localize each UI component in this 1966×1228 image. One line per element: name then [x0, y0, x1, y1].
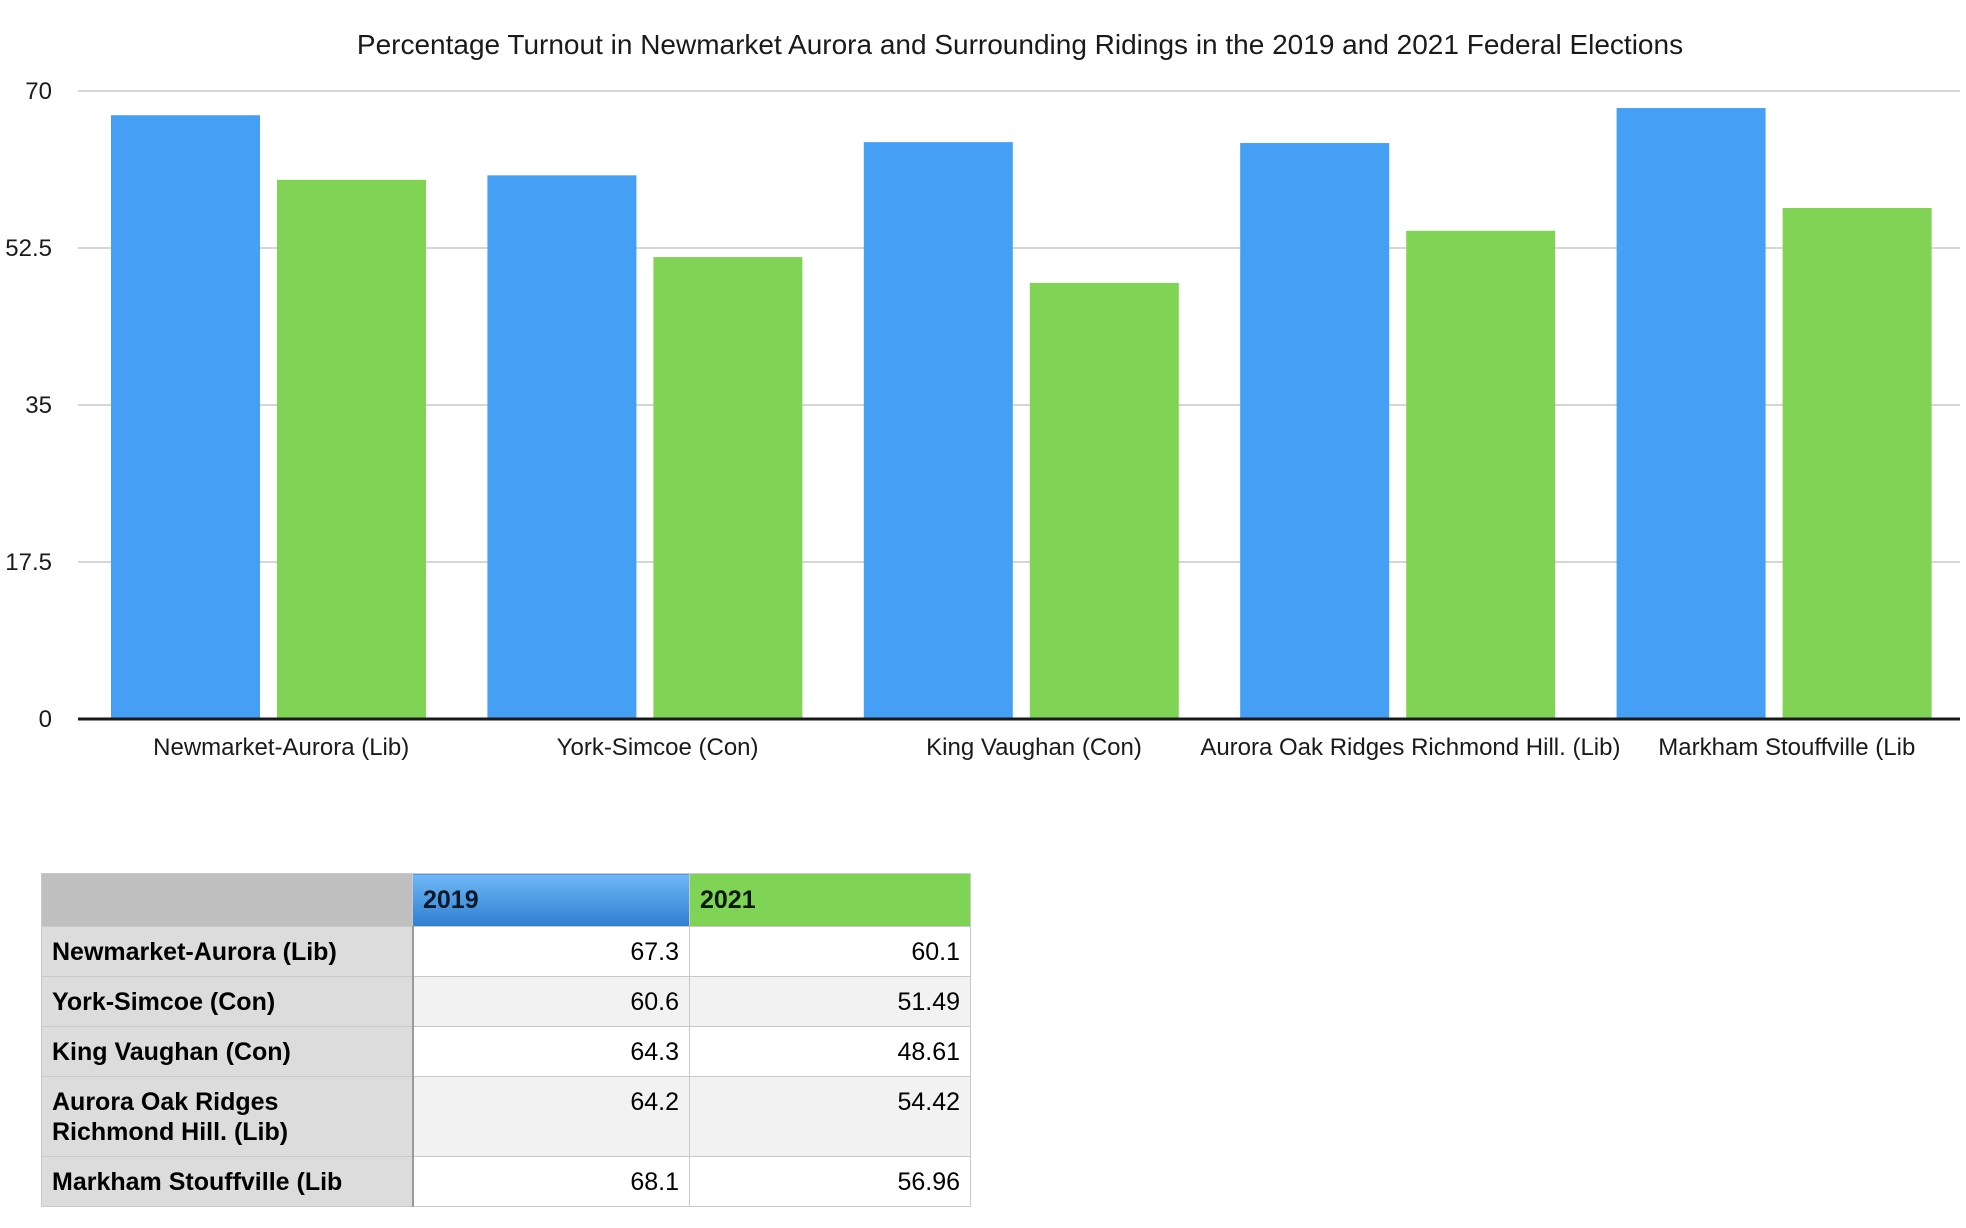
chart-title: Percentage Turnout in Newmarket Aurora a… [357, 29, 1683, 60]
x-category-label: Aurora Oak Ridges Richmond Hill. (Lib) [1200, 734, 1620, 761]
bar-2021-3 [1029, 282, 1179, 719]
y-tick-label: 70 [25, 78, 52, 105]
y-tick-label: 52.5 [5, 235, 52, 262]
bar-2019-1 [111, 115, 260, 720]
table-cell-2019: 60.6 [412, 976, 690, 1027]
y-tick-label: 0 [39, 706, 52, 733]
bars [111, 108, 1932, 720]
x-category-label: York-Simcoe (Con) [557, 734, 759, 761]
table-row: King Vaughan (Con) 64.3 48.61 [41, 1026, 971, 1077]
table-cell-2021: 60.1 [689, 926, 971, 977]
data-table: 2019 2021 Newmarket-Aurora (Lib) 67.3 60.1… [41, 873, 971, 1207]
table-cell-2021: 54.42 [689, 1076, 971, 1157]
table-cell-2019: 64.2 [412, 1076, 690, 1157]
bar-2021-2 [653, 257, 803, 719]
table-cell-2021: 48.61 [689, 1026, 971, 1077]
table-row-label: King Vaughan (Con) [41, 1026, 414, 1077]
table-row-label: Aurora Oak Ridges Richmond Hill. (Lib) [41, 1076, 414, 1157]
bar-2021-1 [277, 179, 426, 719]
table-cell-2019: 67.3 [412, 926, 690, 977]
table-row: Markham Stouffville (Lib 68.1 56.96 [41, 1156, 971, 1207]
table-row: York-Simcoe (Con) 60.6 51.49 [41, 976, 971, 1027]
bar-2019-2 [487, 175, 637, 719]
table-row: Aurora Oak Ridges Richmond Hill. (Lib) 64… [41, 1076, 971, 1157]
table-header-2019: 2019 [412, 873, 690, 927]
table-row-label: Newmarket-Aurora (Lib) [41, 926, 414, 977]
x-category-label: King Vaughan (Con) [926, 734, 1142, 761]
table-row-label: York-Simcoe (Con) [41, 976, 414, 1027]
table-header-2021: 2021 [689, 873, 971, 927]
table-cell-2019: 64.3 [412, 1026, 690, 1077]
table-cell-2019: 68.1 [412, 1156, 690, 1207]
table-corner-cell [41, 873, 413, 927]
bar-2021-5 [1782, 207, 1932, 719]
bar-2019-4 [1240, 143, 1390, 719]
x-category-label: Markham Stouffville (Lib [1658, 734, 1915, 761]
bar-2021-4 [1406, 230, 1556, 720]
x-category-label: Newmarket-Aurora (Lib) [153, 734, 409, 761]
y-tick-label: 35 [25, 392, 52, 419]
bar-2019-3 [863, 142, 1013, 719]
table-row-label: Markham Stouffville (Lib [41, 1156, 414, 1207]
y-axis-ticks: 0 17.5 35 52.5 70 [5, 78, 52, 733]
table-cell-2021: 51.49 [689, 976, 971, 1027]
table-cell-2021: 56.96 [689, 1156, 971, 1207]
table-row: Newmarket-Aurora (Lib) 67.3 60.1 [41, 926, 971, 977]
x-axis-category-labels: Newmarket-Aurora (Lib) York-Simcoe (Con) K… [153, 734, 1915, 761]
bar-2019-5 [1616, 108, 1766, 719]
bar-chart: Percentage Turnout in Newmarket Aurora a… [5, 29, 1960, 761]
table-header-row: 2019 2021 [41, 873, 971, 927]
y-tick-label: 17.5 [5, 549, 52, 576]
